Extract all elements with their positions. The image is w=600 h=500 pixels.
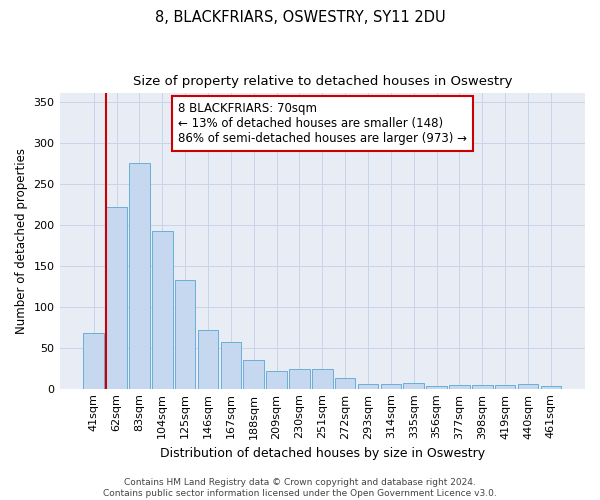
Bar [83,333,104,388]
Bar [358,384,378,388]
Text: 8 BLACKFRIARS: 70sqm
← 13% of detached houses are smaller (148)
86% of semi-deta: 8 BLACKFRIARS: 70sqm ← 13% of detached h… [178,102,467,145]
Bar [403,383,424,388]
Bar [198,330,218,388]
Bar [426,386,447,388]
Bar [380,384,401,388]
Bar [472,384,493,388]
Bar [541,386,561,388]
Bar [244,360,264,388]
Bar [175,280,196,388]
Bar [266,372,287,388]
Bar [335,378,355,388]
Bar [518,384,538,388]
Y-axis label: Number of detached properties: Number of detached properties [15,148,28,334]
Text: Contains HM Land Registry data © Crown copyright and database right 2024.
Contai: Contains HM Land Registry data © Crown c… [103,478,497,498]
Bar [289,369,310,388]
Text: 8, BLACKFRIARS, OSWESTRY, SY11 2DU: 8, BLACKFRIARS, OSWESTRY, SY11 2DU [155,10,445,25]
Title: Size of property relative to detached houses in Oswestry: Size of property relative to detached ho… [133,75,512,88]
Bar [106,206,127,388]
Bar [221,342,241,388]
X-axis label: Distribution of detached houses by size in Oswestry: Distribution of detached houses by size … [160,447,485,460]
Bar [449,386,470,388]
Bar [152,231,173,388]
Bar [129,163,150,388]
Bar [495,384,515,388]
Bar [312,369,332,388]
